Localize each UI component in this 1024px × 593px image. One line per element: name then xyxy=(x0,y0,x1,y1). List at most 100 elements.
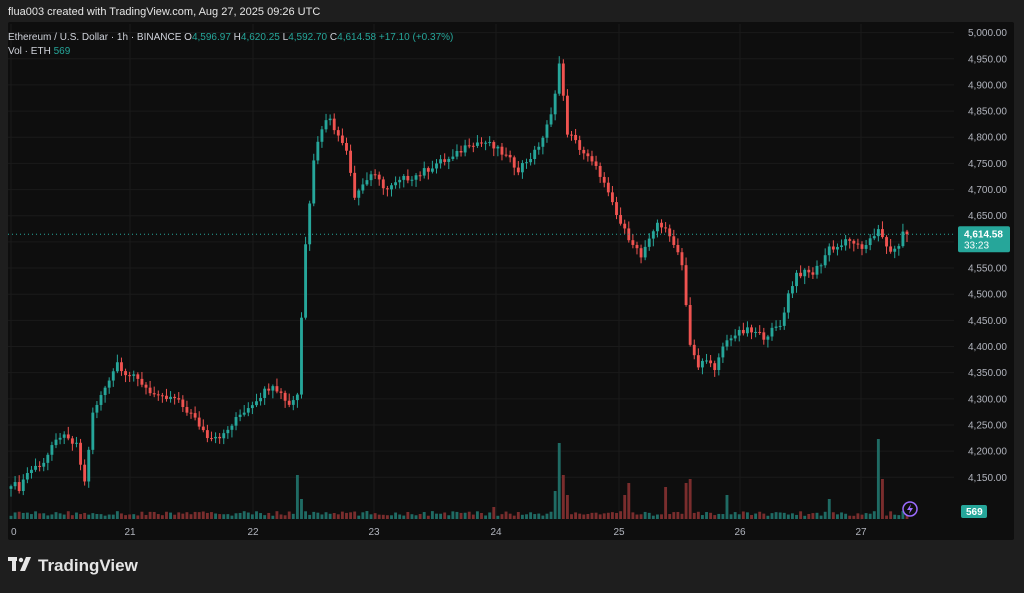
volume-bar xyxy=(287,511,291,519)
volume-bar xyxy=(565,495,569,519)
candle-body xyxy=(717,357,721,371)
price-tick-label: 4,400.00 xyxy=(968,342,1007,353)
volume-bar xyxy=(214,513,217,519)
candle-body xyxy=(398,179,402,183)
candle-body xyxy=(795,272,798,287)
candle-body xyxy=(13,482,17,487)
time-tick-label: 21 xyxy=(124,527,136,538)
volume-bar xyxy=(111,514,115,519)
candle-body xyxy=(218,436,222,439)
volume-bar xyxy=(340,511,344,519)
volume-label[interactable]: Vol · ETH xyxy=(8,46,51,57)
volume-bar xyxy=(516,512,520,519)
tradingview-branding[interactable]: TradingView xyxy=(8,556,138,576)
volume-bar xyxy=(46,515,50,519)
candle-body xyxy=(827,246,831,256)
candle-body xyxy=(844,239,848,246)
candle-body xyxy=(680,252,684,266)
volume-bar xyxy=(594,512,598,519)
volume-bar xyxy=(324,512,328,519)
volume-bar xyxy=(316,512,320,519)
countdown-value: 33:23 xyxy=(964,240,989,251)
volume-bar xyxy=(267,512,271,519)
volume-bar xyxy=(291,513,295,519)
volume-bar xyxy=(815,512,819,519)
candle-body xyxy=(836,246,839,250)
volume-bar xyxy=(664,487,668,519)
candle-body xyxy=(791,286,794,294)
volume-bar xyxy=(791,513,794,519)
volume-bar xyxy=(66,511,70,519)
volume-bar xyxy=(643,511,647,519)
volume-bar xyxy=(864,513,868,519)
volume-bar xyxy=(610,512,614,519)
volume-bar xyxy=(852,515,856,519)
volume-bar xyxy=(394,512,398,519)
volume-bar xyxy=(680,513,684,519)
candle-body xyxy=(107,380,111,388)
volume-bar xyxy=(717,513,721,519)
chart-panel[interactable] xyxy=(8,22,1014,540)
candle-body xyxy=(66,434,70,439)
candle-body xyxy=(664,227,668,229)
volume-bar xyxy=(733,512,737,519)
candle-body xyxy=(435,163,438,169)
candle-body xyxy=(111,371,115,381)
symbol-label[interactable]: Ethereum / U.S. Dollar · 1h · BINANCE xyxy=(8,32,182,43)
volume-bar xyxy=(447,515,451,519)
candle-body xyxy=(463,145,467,153)
candle-body xyxy=(226,429,230,434)
price-tick-label: 4,750.00 xyxy=(968,159,1007,170)
open-label: O xyxy=(184,32,192,43)
candle-body xyxy=(402,175,406,180)
candle-body xyxy=(291,400,295,405)
volume-bar xyxy=(222,514,226,519)
volume-bar xyxy=(475,511,479,519)
candle-body xyxy=(799,272,803,277)
candle-body xyxy=(872,236,876,239)
volume-bar xyxy=(578,513,582,519)
volume-bar xyxy=(627,483,631,519)
close-value: 4,614.58 xyxy=(337,32,377,43)
price-tick-label: 4,700.00 xyxy=(968,185,1007,196)
volume-bar xyxy=(660,514,663,519)
price-tick-label: 4,250.00 xyxy=(968,420,1007,431)
volume-bar xyxy=(701,515,704,519)
volume-bar xyxy=(463,512,467,519)
price-tick-label: 4,150.00 xyxy=(968,473,1007,484)
volume-bar xyxy=(443,512,447,519)
volume-bar xyxy=(692,512,696,519)
candle-body xyxy=(480,142,483,144)
candle-body xyxy=(651,231,655,239)
volume-value: 569 xyxy=(53,46,71,57)
volume-bar xyxy=(136,515,140,519)
lightning-icon[interactable] xyxy=(902,501,918,517)
volume-bar xyxy=(451,511,455,519)
candle-body xyxy=(418,175,422,177)
volume-bar xyxy=(312,511,316,519)
candle-body xyxy=(782,312,786,326)
candle-body xyxy=(160,395,164,397)
candle-body xyxy=(46,454,50,463)
candle-body xyxy=(754,331,758,333)
volume-bar xyxy=(631,512,635,519)
candle-body xyxy=(70,438,74,444)
candle-body xyxy=(758,331,762,333)
candle-body xyxy=(377,174,381,180)
volume-bar xyxy=(746,512,749,519)
candle-body xyxy=(615,202,618,215)
candle-body xyxy=(746,327,749,334)
candle-body xyxy=(864,245,868,249)
candle-body xyxy=(381,179,385,189)
volume-bar xyxy=(713,515,717,519)
candle-body xyxy=(222,433,226,439)
candle-body xyxy=(737,329,741,336)
candle-body xyxy=(709,360,713,364)
candle-body xyxy=(17,482,21,492)
candle-body xyxy=(897,246,901,249)
volume-bar xyxy=(836,514,839,519)
volume-bar xyxy=(868,513,872,519)
candle-body xyxy=(230,425,234,430)
volume-bar xyxy=(676,511,680,519)
